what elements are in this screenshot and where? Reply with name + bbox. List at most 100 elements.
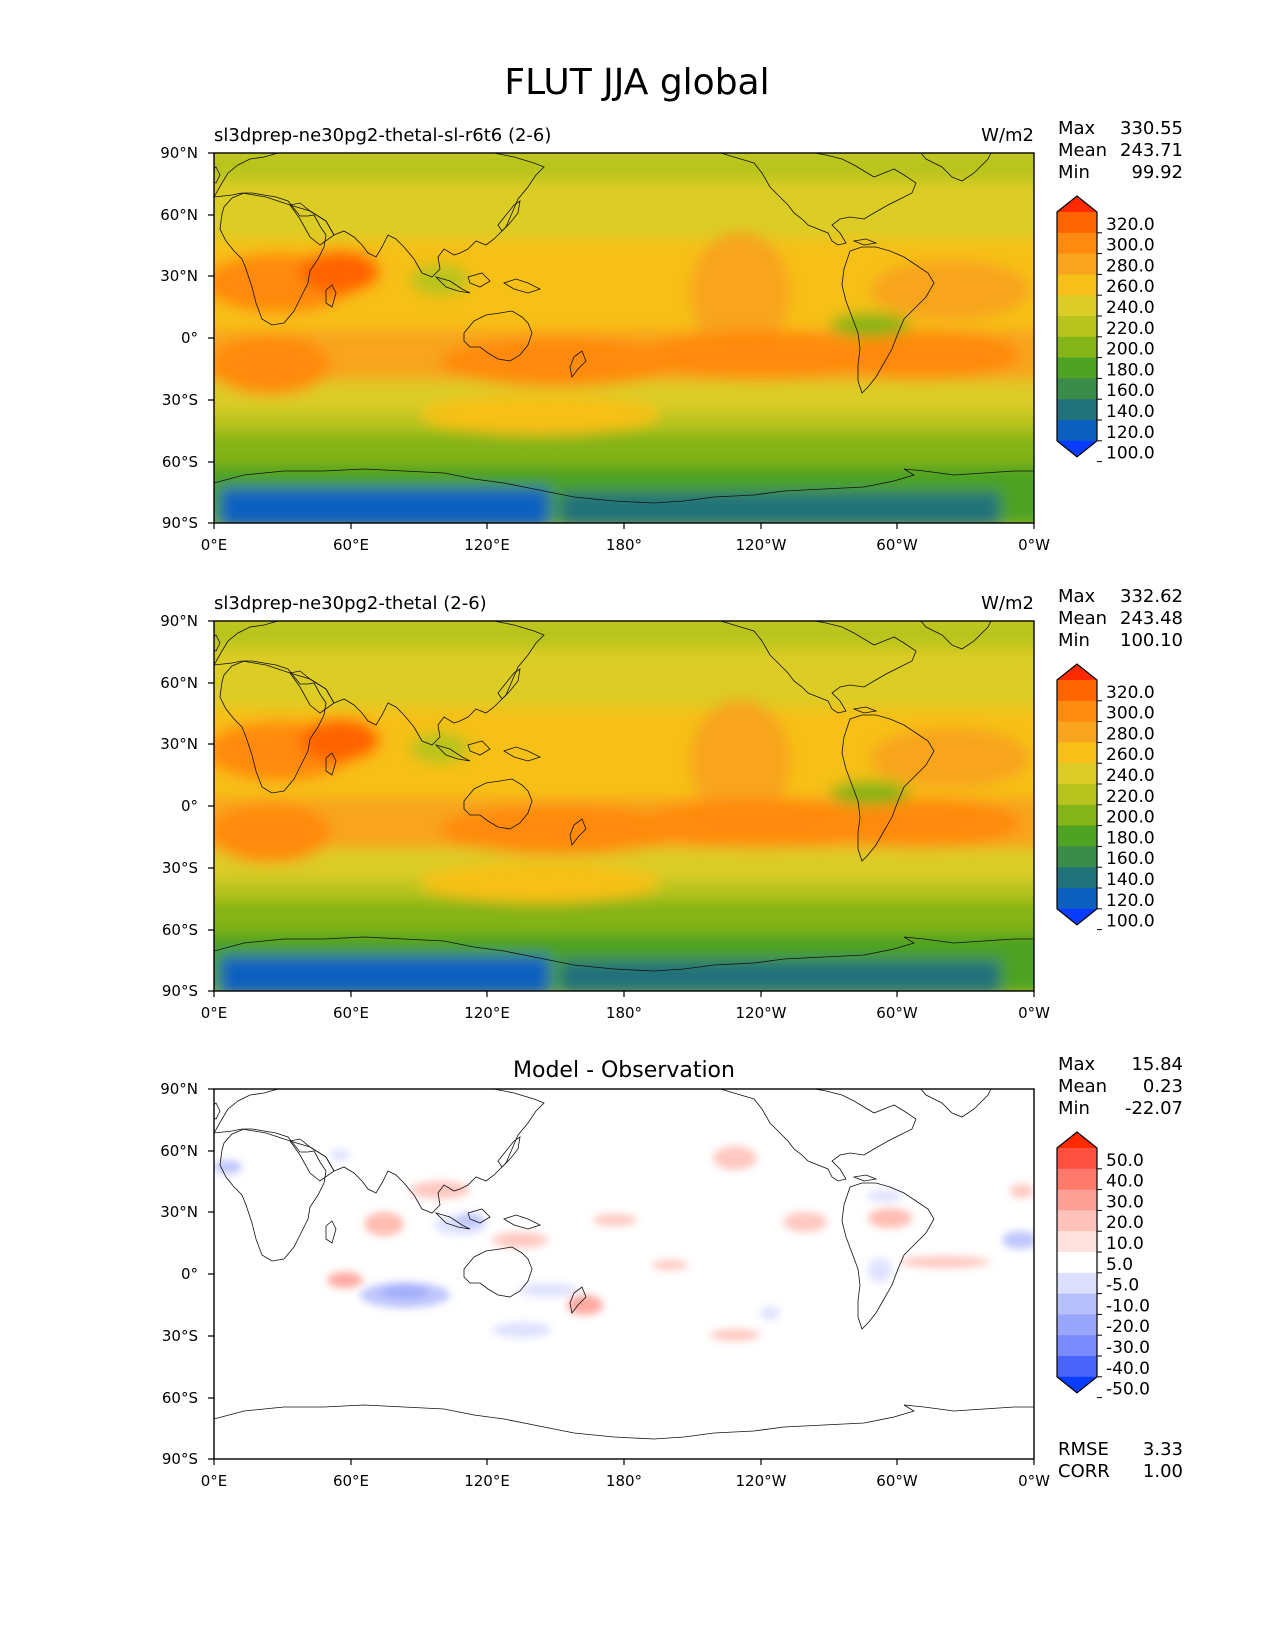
panel-3-footer-stats: RMSE 3.33 CORR 1.00	[1058, 1439, 1183, 1482]
panel-1-units: W/m2	[981, 125, 1034, 146]
colorbar-label: 140.0	[1106, 870, 1155, 890]
panel-2-map	[214, 621, 1034, 991]
stat-value: 330.55	[1120, 118, 1183, 139]
colorbar-extension-top	[1057, 1132, 1097, 1148]
panel-3-y-axis: 90°N 60°N 30°N 0° 30°S 60°S 90°S	[160, 1080, 214, 1468]
corr-label: CORR	[1058, 1461, 1110, 1482]
colorbar-segment	[1057, 232, 1097, 255]
x-tick: 120°W	[736, 1004, 787, 1022]
y-tick: 30°S	[162, 1327, 198, 1345]
colorbar-segment	[1057, 274, 1097, 296]
colorbar-extension-bottom	[1057, 440, 1097, 457]
colorbar-segment	[1057, 763, 1097, 785]
colorbar-label: 50.0	[1106, 1151, 1144, 1171]
panel-2: sl3dprep-ne30pg2-thetal (2-6) W/m2	[160, 586, 1183, 1022]
colorbar-segment	[1057, 1335, 1097, 1357]
panel-3-stats: Max 15.84 Mean 0.23 Min -22.07	[1058, 1054, 1183, 1119]
colorbar-label: 140.0	[1106, 402, 1155, 422]
colorbar-label: 240.0	[1106, 298, 1155, 318]
colorbar-label: -50.0	[1106, 1380, 1150, 1400]
panel-3-colorbar: 50.040.030.020.010.05.0-5.0-10.0-20.0-30…	[1056, 1131, 1150, 1400]
colorbar-label: 200.0	[1106, 808, 1155, 828]
colorbar-segment	[1057, 1272, 1097, 1295]
colorbar-label: 120.0	[1106, 423, 1155, 443]
colorbar-label: -10.0	[1106, 1296, 1150, 1316]
colorbar-segment	[1057, 295, 1097, 317]
x-tick: 60°E	[333, 1472, 369, 1490]
colorbar-label: 100.0	[1106, 444, 1155, 464]
colorbar-segment	[1057, 316, 1097, 338]
x-tick: 120°E	[464, 536, 510, 554]
colorbar-label: -30.0	[1106, 1338, 1150, 1358]
colorbar-label: 260.0	[1106, 745, 1155, 765]
colorbar-label: -20.0	[1106, 1317, 1150, 1337]
x-tick: 120°W	[736, 1472, 787, 1490]
panel-3: Model - Observation	[160, 1054, 1183, 1490]
colorbar-segment	[1057, 825, 1097, 847]
colorbar-extension-top	[1057, 664, 1097, 680]
x-tick: 180°	[606, 1004, 642, 1022]
panel-1-colorbar: 320.0300.0280.0260.0240.0220.0200.0180.0…	[1056, 195, 1155, 464]
stat-value: 99.92	[1131, 162, 1183, 183]
colorbar-extension-top	[1057, 196, 1097, 212]
figure-title: FLUT JJA global	[504, 62, 769, 103]
panel-1-x-axis: 0°E 60°E 120°E 180° 120°W 60°W 0°W	[201, 523, 1050, 554]
colorbar-segment	[1057, 1356, 1097, 1378]
colorbar-segment	[1057, 867, 1097, 889]
colorbar-label: 180.0	[1106, 828, 1155, 848]
colorbar-label: 220.0	[1106, 319, 1155, 339]
colorbar-label: 160.0	[1106, 849, 1155, 869]
colorbar-label: -5.0	[1106, 1276, 1139, 1296]
panel-1-stats: Max 330.55 Mean 243.71 Min 99.92	[1058, 118, 1183, 183]
colorbar-label: 320.0	[1106, 683, 1155, 703]
panel-3-x-axis: 0°E 60°E 120°E 180° 120°W 60°W 0°W	[201, 1459, 1050, 1490]
panel-1-title: sl3dprep-ne30pg2-thetal-sl-r6t6 (2-6)	[214, 125, 551, 146]
stat-label: Max	[1058, 586, 1096, 607]
stat-label: Mean	[1058, 608, 1107, 629]
colorbar-label: 120.0	[1106, 891, 1155, 911]
x-tick: 60°E	[333, 536, 369, 554]
stat-value: 332.62	[1120, 586, 1183, 607]
x-tick: 120°E	[464, 1472, 510, 1490]
x-tick: 60°W	[876, 1472, 918, 1490]
colorbar-label: 40.0	[1106, 1172, 1144, 1192]
x-tick: 60°W	[876, 1004, 918, 1022]
colorbar-extension-bottom	[1057, 908, 1097, 925]
colorbar-label: 240.0	[1106, 766, 1155, 786]
colorbar-segment	[1057, 212, 1097, 234]
x-tick: 0°W	[1018, 1004, 1050, 1022]
stat-label: Max	[1058, 118, 1096, 139]
colorbar-extension-bottom	[1057, 1376, 1097, 1393]
y-tick: 90°N	[160, 612, 198, 630]
x-tick: 0°E	[201, 1004, 228, 1022]
colorbar-label: 220.0	[1106, 787, 1155, 807]
colorbar-segment	[1057, 1231, 1097, 1253]
colorbar-segment	[1057, 721, 1097, 743]
colorbar-segment	[1057, 399, 1097, 421]
y-tick: 60°N	[160, 206, 198, 224]
stat-label: Max	[1058, 1054, 1096, 1075]
stat-label: Min	[1058, 630, 1090, 651]
panel-2-units: W/m2	[981, 593, 1034, 614]
colorbar-label: 260.0	[1106, 277, 1155, 297]
x-tick: 120°E	[464, 1004, 510, 1022]
colorbar-segment	[1057, 1148, 1097, 1170]
x-tick: 60°E	[333, 1004, 369, 1022]
colorbar-label: 200.0	[1106, 340, 1155, 360]
y-tick: 90°S	[162, 1450, 198, 1468]
panel-2-y-axis: 90°N 60°N 30°N 0° 30°S 60°S 90°S	[160, 612, 214, 1000]
colorbar-segment	[1057, 846, 1097, 868]
y-tick: 90°S	[162, 982, 198, 1000]
colorbar-segment	[1057, 742, 1097, 764]
y-tick: 0°	[181, 797, 198, 815]
colorbar-segment	[1057, 680, 1097, 702]
stat-label: Mean	[1058, 140, 1107, 161]
y-tick: 30°N	[160, 1203, 198, 1221]
corr-value: 1.00	[1143, 1461, 1183, 1482]
x-tick: 60°W	[876, 536, 918, 554]
colorbar-segment	[1057, 1210, 1097, 1232]
panel-2-colorbar: 320.0300.0280.0260.0240.0220.0200.0180.0…	[1056, 663, 1155, 932]
colorbar-segment	[1057, 1314, 1097, 1336]
colorbar-label: 300.0	[1106, 704, 1155, 724]
panel-2-title: sl3dprep-ne30pg2-thetal (2-6)	[214, 593, 487, 614]
